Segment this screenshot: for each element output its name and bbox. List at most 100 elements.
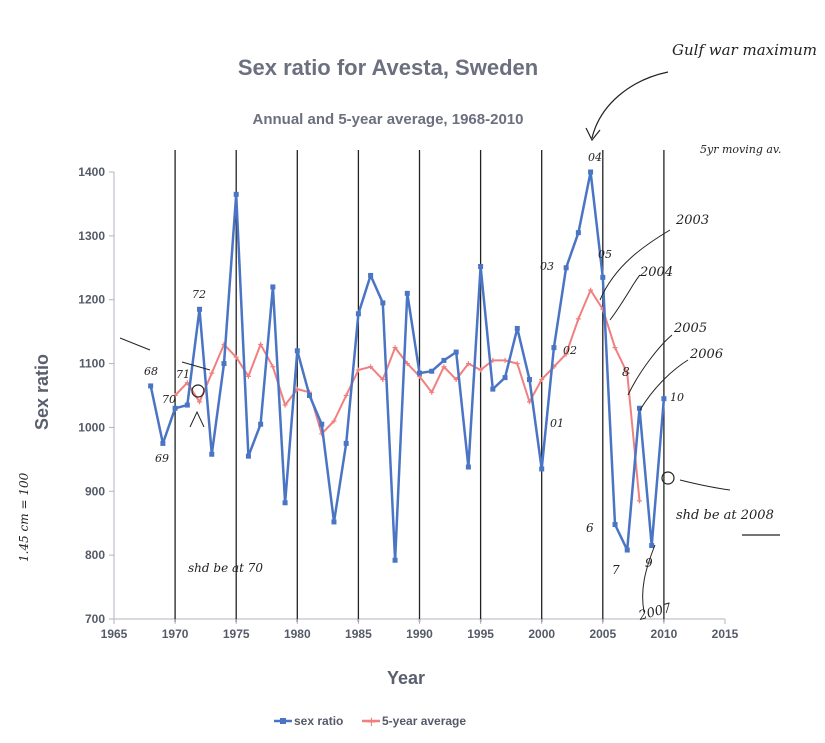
data-point <box>270 284 276 290</box>
legend-item-5-year-average: + 5-year average <box>362 714 466 730</box>
handwritten-annotations: Gulf war maximum 5yr moving av. 2003 200… <box>17 41 817 624</box>
data-point <box>172 405 178 411</box>
data-point <box>368 364 374 370</box>
data-point <box>612 521 618 527</box>
data-point <box>575 316 581 322</box>
data-point <box>453 377 459 383</box>
annotation-circle <box>661 471 675 485</box>
point-label: 68 <box>144 365 158 378</box>
x-tick-label: 1980 <box>284 627 311 641</box>
data-point <box>270 364 276 370</box>
data-point <box>514 361 520 367</box>
point-label: 02 <box>563 344 577 357</box>
point-label: 70 <box>162 393 176 406</box>
data-point <box>514 325 520 331</box>
y-tick-label: 800 <box>85 548 105 562</box>
y-tick-label: 1400 <box>78 165 105 179</box>
data-point <box>588 287 594 293</box>
x-axis-ticks: 1965 1970 1975 1980 1985 1990 1995 2000 2005 2010… <box>101 619 739 641</box>
data-point <box>661 396 667 402</box>
series-layer <box>148 169 667 563</box>
y-tick-label: 700 <box>85 612 105 626</box>
x-tick-label: 2010 <box>651 627 678 641</box>
annotation-note: 2007 <box>636 601 674 624</box>
data-point <box>526 399 532 405</box>
annotation-stroke <box>609 274 641 321</box>
chart-title: Sex ratio for Avesta, Sweden <box>238 55 538 80</box>
data-point <box>282 500 288 506</box>
data-point <box>331 418 337 424</box>
legend: sex ratio + 5-year average <box>274 714 466 730</box>
data-point <box>294 386 300 392</box>
data-point <box>563 351 569 357</box>
data-point <box>526 377 532 383</box>
annotation-arrow <box>591 71 669 139</box>
data-point <box>319 421 325 427</box>
x-tick-label: 1965 <box>101 627 128 641</box>
data-point <box>392 557 398 563</box>
data-point <box>343 440 349 446</box>
legend-label: 5-year average <box>382 714 466 728</box>
y-tick-label: 900 <box>85 484 105 498</box>
data-point <box>636 498 642 504</box>
point-label: 7 <box>612 563 620 577</box>
series-sex-ratio <box>148 169 667 563</box>
data-point <box>502 357 508 363</box>
x-tick-label: 1985 <box>345 627 372 641</box>
data-point <box>368 272 374 278</box>
data-point <box>502 375 508 381</box>
y-axis-label: Sex ratio <box>32 354 52 430</box>
data-point <box>551 345 557 351</box>
data-point <box>588 169 594 175</box>
annotation-note: 2006 <box>689 347 723 362</box>
data-point <box>563 265 569 271</box>
data-point <box>172 393 178 398</box>
data-point <box>441 364 447 370</box>
annotation-note: shd be at 2008 <box>676 508 774 523</box>
point-label: 03 <box>540 260 554 273</box>
data-point <box>392 345 398 351</box>
y-tick-label: 1100 <box>79 357 105 371</box>
data-point <box>343 393 349 398</box>
annotation-arrowhead <box>585 127 601 142</box>
data-point <box>380 377 386 383</box>
data-point <box>160 440 166 446</box>
annotation-stroke <box>189 410 205 428</box>
data-point <box>245 453 251 459</box>
data-point <box>197 306 203 312</box>
annotation-note: shd be at 70 <box>188 561 263 575</box>
annotation-stroke <box>639 359 689 411</box>
chart-subtitle: Annual and 5-year average, 1968-2010 <box>253 111 524 128</box>
x-tick-label: 2005 <box>589 627 616 641</box>
point-label: 05 <box>598 248 612 261</box>
point-label: 72 <box>192 288 206 301</box>
data-point <box>282 402 288 408</box>
annotation-stroke <box>642 544 656 613</box>
handwritten-vertical-lines <box>174 150 665 622</box>
y-axis-ticks: 700 800 900 1000 1100 1200 1300 1400 <box>78 165 114 626</box>
data-point <box>429 389 435 395</box>
y-tick-label: 1300 <box>78 229 105 243</box>
data-point <box>649 543 655 549</box>
data-point <box>612 345 618 351</box>
annotation-note: Gulf war maximum <box>672 41 817 59</box>
legend-marker-5-year-average: + <box>366 715 377 730</box>
data-point <box>539 377 545 383</box>
data-point <box>478 367 484 373</box>
data-point <box>465 361 471 367</box>
point-label: 04 <box>588 151 602 164</box>
data-point <box>221 361 227 367</box>
annotation-stroke <box>627 334 673 396</box>
data-point <box>624 370 630 376</box>
x-tick-label: 2000 <box>528 627 555 641</box>
point-label: 10 <box>670 391 684 404</box>
x-tick-label: 1990 <box>406 627 433 641</box>
data-point <box>624 547 630 553</box>
data-point <box>209 370 215 376</box>
data-point <box>636 405 642 411</box>
annotation-stroke <box>119 337 151 351</box>
data-point <box>600 274 606 280</box>
legend-marker-sex-ratio <box>280 718 286 724</box>
data-point <box>245 373 251 379</box>
data-point <box>233 191 239 197</box>
